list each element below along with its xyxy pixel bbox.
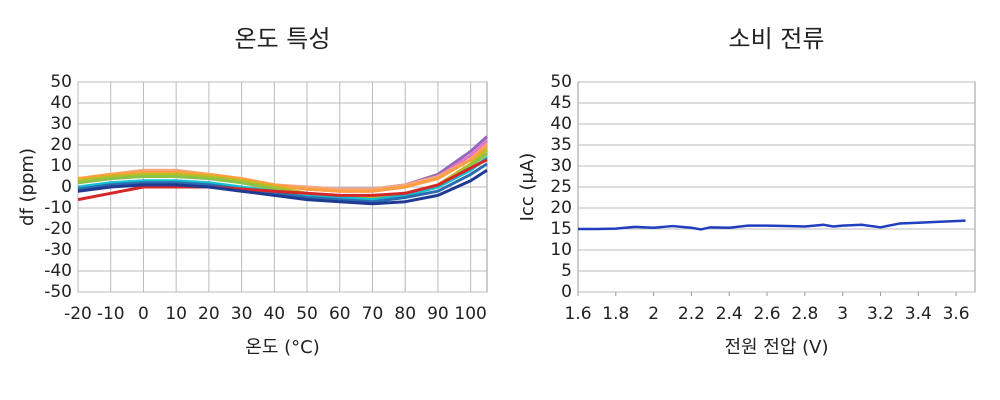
y-tick-label: 50	[50, 72, 72, 92]
y-tick-label: -20	[44, 219, 72, 239]
data-line	[77, 168, 488, 206]
y-tick-label: 20	[50, 135, 72, 155]
x-tick-label: 90	[427, 304, 449, 324]
y-tick-label: 50	[550, 72, 572, 92]
x-tick-label: 2.8	[791, 304, 818, 324]
y-tick-label: 40	[550, 114, 572, 134]
data-line	[578, 219, 966, 231]
x-tick-label: 2.2	[678, 304, 705, 324]
x-tick-label: 20	[198, 304, 220, 324]
y-tick-label: -10	[44, 198, 72, 218]
x-tick-label: 80	[394, 304, 416, 324]
x-tick-label: 3.6	[943, 304, 970, 324]
x-tick-label: 2	[648, 304, 659, 324]
y-axis-label: Icc (μA)	[517, 153, 538, 222]
y-tick-label: 45	[550, 93, 572, 113]
y-tick-label: 0	[61, 177, 72, 197]
x-axis-label: 전원 전압 (V)	[724, 337, 828, 358]
x-tick-label: 40	[263, 304, 285, 324]
x-tick-label: 2.4	[716, 304, 743, 324]
x-tick-label: -20	[64, 304, 92, 324]
y-axis-label: df (ppm)	[17, 148, 38, 226]
x-tick-label: 30	[231, 304, 253, 324]
y-tick-label: 30	[50, 114, 72, 134]
x-tick-label: 70	[362, 304, 384, 324]
data-line	[77, 162, 488, 204]
x-tick-label: 0	[138, 304, 149, 324]
x-tick-label: 100	[454, 304, 486, 324]
x-tick-label: 60	[329, 304, 351, 324]
x-tick-label: 3	[837, 304, 848, 324]
y-tick-label: 30	[550, 156, 572, 176]
chart-title: 온도 특성	[235, 25, 331, 53]
y-tick-label: 25	[550, 177, 572, 197]
y-tick-label: 35	[550, 135, 572, 155]
y-tick-label: 0	[561, 282, 572, 302]
x-tick-label: 10	[165, 304, 187, 324]
x-tick-label: 50	[296, 304, 318, 324]
x-tick-label: 1.8	[602, 304, 629, 324]
y-tick-label: -30	[44, 240, 72, 260]
y-tick-label: -40	[44, 261, 72, 281]
data-line	[77, 143, 489, 193]
x-axis-label: 온도 (°C)	[245, 337, 319, 358]
x-tick-label: 1.6	[564, 304, 591, 324]
x-tick-label: 3.2	[867, 304, 894, 324]
y-tick-label: 20	[550, 198, 572, 218]
x-tick-label: -10	[97, 304, 125, 324]
y-tick-label: -50	[44, 282, 72, 302]
y-tick-label: 10	[550, 240, 572, 260]
x-tick-label: 2.6	[754, 304, 781, 324]
x-tick-label: 3.4	[905, 304, 932, 324]
y-tick-label: 10	[50, 156, 72, 176]
chart-title: 소비 전류	[729, 25, 825, 53]
y-tick-label: 40	[50, 93, 72, 113]
y-tick-label: 15	[550, 219, 572, 239]
data-line	[77, 158, 488, 202]
y-tick-label: 5	[561, 261, 572, 281]
